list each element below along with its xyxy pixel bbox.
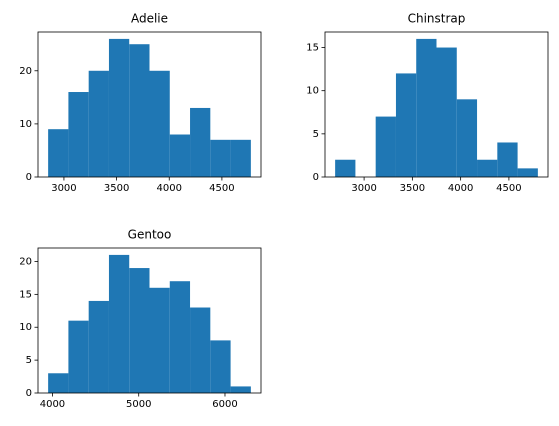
bar bbox=[517, 168, 538, 177]
y-tick-label: 0 bbox=[26, 172, 32, 183]
y-tick-label: 10 bbox=[19, 119, 32, 130]
bar bbox=[395, 73, 417, 177]
x-tick-label: 3000 bbox=[51, 183, 76, 194]
bar bbox=[416, 38, 437, 178]
y-tick-label: 15 bbox=[19, 289, 32, 300]
bar bbox=[210, 139, 231, 177]
bar bbox=[88, 70, 109, 177]
bar bbox=[477, 159, 498, 177]
bar bbox=[108, 254, 130, 393]
bar bbox=[436, 47, 457, 178]
bar bbox=[48, 129, 69, 177]
subplot-title: Gentoo bbox=[128, 228, 172, 242]
bar bbox=[149, 287, 170, 393]
bar bbox=[149, 70, 170, 177]
x-tick-label: 4000 bbox=[448, 183, 473, 194]
bar bbox=[190, 307, 211, 393]
x-tick-label: 4500 bbox=[209, 183, 234, 194]
bar bbox=[169, 134, 191, 177]
bar bbox=[68, 320, 89, 393]
bar bbox=[108, 38, 130, 178]
bar bbox=[129, 268, 150, 393]
bar bbox=[335, 159, 356, 177]
bar bbox=[497, 142, 518, 177]
y-tick-label: 5 bbox=[313, 129, 319, 140]
bar bbox=[48, 373, 69, 393]
axes-frame bbox=[37, 247, 262, 394]
x-tick-label: 6000 bbox=[212, 399, 237, 410]
y-tick-label: 10 bbox=[306, 86, 319, 97]
bar bbox=[68, 92, 89, 177]
x-tick-label: 5000 bbox=[126, 399, 151, 410]
bar bbox=[456, 99, 478, 177]
y-tick-label: 20 bbox=[19, 66, 32, 77]
y-tick-label: 0 bbox=[313, 172, 319, 183]
y-tick-label: 5 bbox=[26, 355, 32, 366]
axes-frame bbox=[324, 31, 549, 178]
bar bbox=[210, 340, 231, 393]
x-tick-label: 4500 bbox=[496, 183, 521, 194]
bar bbox=[88, 300, 109, 393]
subplot-title: Chinstrap bbox=[408, 12, 466, 26]
bar bbox=[375, 116, 396, 177]
x-tick-label: 4000 bbox=[40, 399, 65, 410]
bar bbox=[190, 107, 211, 177]
axes-frame bbox=[37, 31, 262, 178]
x-tick-label: 3500 bbox=[104, 183, 129, 194]
bar bbox=[230, 386, 251, 393]
y-tick-label: 20 bbox=[19, 256, 32, 267]
bar bbox=[169, 281, 191, 393]
y-tick-label: 10 bbox=[19, 322, 32, 333]
y-tick-label: 0 bbox=[26, 388, 32, 399]
bar bbox=[129, 44, 150, 177]
x-tick-label: 3000 bbox=[351, 183, 376, 194]
x-tick-label: 3500 bbox=[400, 183, 425, 194]
subplot-title: Adelie bbox=[131, 12, 168, 26]
y-tick-label: 15 bbox=[306, 43, 319, 54]
x-tick-label: 4000 bbox=[157, 183, 182, 194]
bar bbox=[230, 139, 251, 177]
